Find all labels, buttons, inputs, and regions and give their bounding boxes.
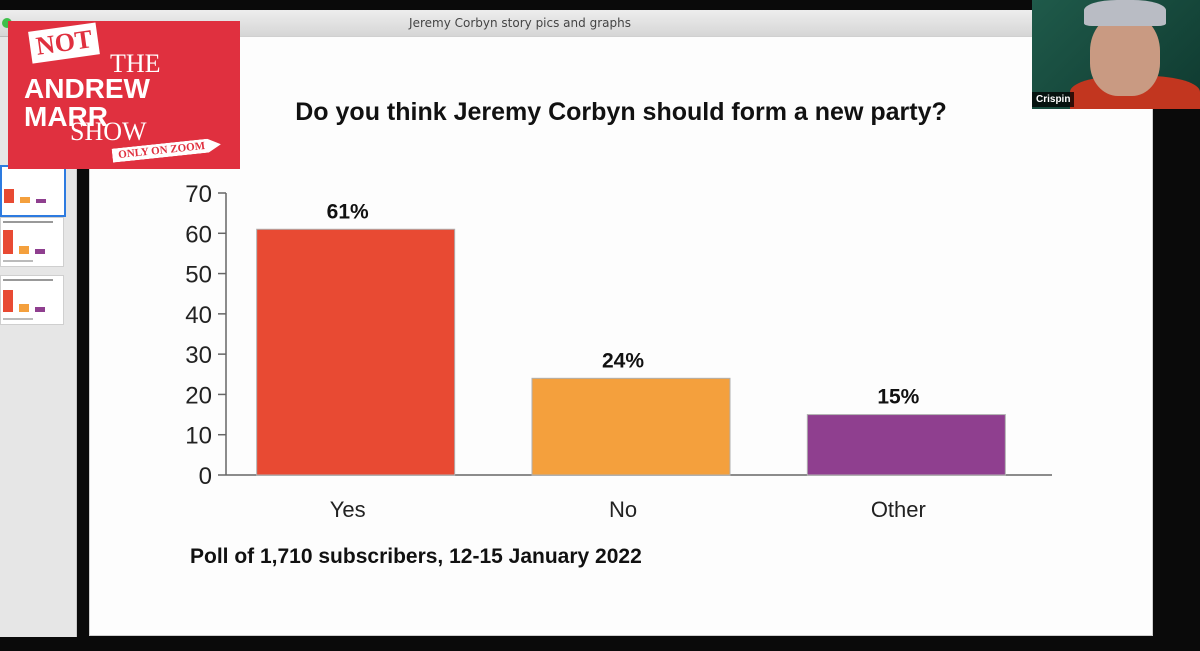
window-title: Jeremy Corbyn story pics and graphs (409, 16, 631, 30)
logo-line-3: SHOW (70, 117, 147, 146)
bar-other (806, 414, 1006, 476)
data-label-other: 15% (877, 386, 919, 409)
data-label-yes: 61% (327, 200, 369, 223)
logo-line-2: ANDREW MARR (24, 73, 150, 132)
x-tick-label-yes: Yes (330, 497, 366, 522)
slide-thumbnail[interactable] (0, 275, 64, 325)
bar-no (531, 377, 731, 476)
logo-line-1: THE (110, 49, 161, 78)
participant-video[interactable]: Crispin (1032, 0, 1200, 109)
y-tick-label: 0 (199, 463, 212, 490)
logo-not-label: NOT (28, 22, 101, 64)
chart-footnote: Poll of 1,710 subscribers, 12-15 January… (190, 545, 642, 568)
bar-yes (256, 228, 456, 476)
chart-title: Do you think Jeremy Corbyn should form a… (295, 98, 947, 126)
y-tick-label: 70 (185, 181, 212, 208)
participant-hat (1084, 0, 1166, 26)
participant-face (1090, 14, 1160, 96)
window-zoom-dot[interactable] (2, 18, 12, 28)
y-tick-label: 60 (185, 221, 212, 248)
y-tick-label: 40 (185, 302, 212, 329)
y-tick-label: 20 (185, 382, 212, 409)
slide-thumbnail[interactable] (0, 165, 66, 217)
y-tick-label: 30 (185, 342, 212, 369)
x-tick-label-no: No (609, 497, 637, 522)
data-label-no: 24% (602, 349, 644, 372)
y-tick-label: 50 (185, 262, 212, 289)
slide-thumbnail[interactable] (0, 217, 64, 267)
y-tick-label: 10 (185, 423, 212, 450)
show-logo: NOT THE ANDREW MARR SHOW ONLY ON ZOOM (8, 21, 240, 169)
participant-name: Crispin (1032, 92, 1075, 107)
x-tick-label-other: Other (871, 497, 926, 522)
